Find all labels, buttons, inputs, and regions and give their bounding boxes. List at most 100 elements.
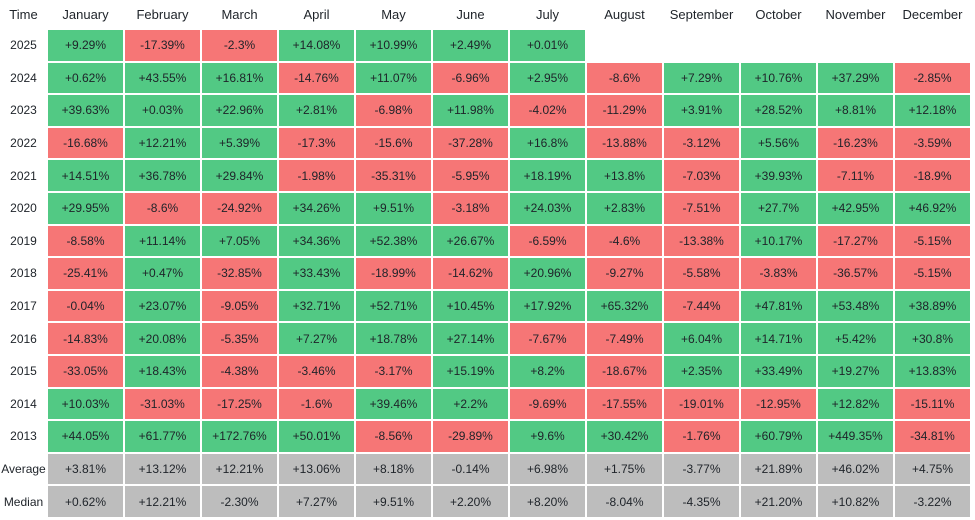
return-cell: +21.89% [741, 453, 816, 485]
return-cell: -37.28% [433, 127, 508, 159]
return-cell: +2.81% [279, 95, 354, 126]
return-cell: -8.04% [587, 486, 662, 517]
return-cell: -8.58% [48, 225, 123, 257]
return-cell: -3.17% [356, 356, 431, 387]
return-cell: -3.77% [664, 453, 739, 485]
return-cell: +2.49% [433, 30, 508, 61]
return-cell: -35.31% [356, 160, 431, 191]
return-cell: -18.9% [895, 160, 970, 191]
row-label: 2023 [10, 103, 37, 118]
return-cell: -5.95% [433, 160, 508, 191]
return-cell: +7.29% [664, 62, 739, 94]
return-cell: +11.07% [356, 62, 431, 94]
column-header: Time [9, 6, 38, 22]
return-cell: +60.79% [741, 421, 816, 452]
return-cell: -9.27% [587, 258, 662, 289]
return-cell: +0.03% [125, 95, 200, 126]
return-cell: -2.85% [895, 62, 970, 94]
return-cell: -3.83% [741, 258, 816, 289]
return-cell: +18.78% [356, 323, 431, 354]
return-cell: +6.98% [510, 453, 585, 485]
return-cell: +9.51% [356, 486, 431, 517]
return-cell: +37.29% [818, 62, 893, 94]
return-cell: +449.35% [818, 421, 893, 452]
return-cell: -2.3% [202, 30, 277, 61]
return-cell: +20.96% [510, 258, 585, 289]
return-cell: +10.76% [741, 62, 816, 94]
return-cell: -5.35% [202, 323, 277, 354]
return-cell: -7.67% [510, 323, 585, 354]
return-cell: +13.83% [895, 356, 970, 387]
return-cell: +12.21% [125, 127, 200, 159]
column-header: May [381, 6, 406, 22]
return-cell: +27.14% [433, 323, 508, 354]
return-cell: -12.95% [741, 388, 816, 420]
return-cell: +33.49% [741, 356, 816, 387]
return-cell: +10.17% [741, 225, 816, 257]
return-cell: -3.18% [433, 193, 508, 224]
return-cell: +29.95% [48, 193, 123, 224]
return-cell: -5.15% [895, 225, 970, 257]
row-label: 2013 [10, 429, 37, 444]
return-cell: +10.82% [818, 486, 893, 517]
return-cell: +29.84% [202, 160, 277, 191]
return-cell: +47.81% [741, 290, 816, 322]
return-cell: -17.25% [202, 388, 277, 420]
return-cell: +12.21% [125, 486, 200, 517]
return-cell: -2.30% [202, 486, 277, 517]
return-cell: +5.39% [202, 127, 277, 159]
return-cell: +34.36% [279, 225, 354, 257]
return-cell: +36.78% [125, 160, 200, 191]
return-cell: +18.43% [125, 356, 200, 387]
row-label: 2022 [10, 136, 37, 151]
return-cell: +11.14% [125, 225, 200, 257]
return-cell: -15.6% [356, 127, 431, 159]
return-cell: -14.83% [48, 323, 123, 354]
return-cell: -4.38% [202, 356, 277, 387]
return-cell: +0.62% [48, 62, 123, 94]
return-cell: +16.8% [510, 127, 585, 159]
return-cell: +9.51% [356, 193, 431, 224]
return-cell: -24.92% [202, 193, 277, 224]
return-cell: +2.83% [587, 193, 662, 224]
return-cell: -1.6% [279, 388, 354, 420]
return-cell: +26.67% [433, 225, 508, 257]
return-cell: +11.98% [433, 95, 508, 126]
return-cell: +172.76% [202, 421, 277, 452]
return-cell: +32.71% [279, 290, 354, 322]
return-cell: +30.8% [895, 323, 970, 354]
row-label: 2018 [10, 266, 37, 281]
return-cell: +0.47% [125, 258, 200, 289]
return-cell: +24.03% [510, 193, 585, 224]
return-cell: +53.48% [818, 290, 893, 322]
return-cell: +8.20% [510, 486, 585, 517]
return-cell: -18.99% [356, 258, 431, 289]
return-cell: +14.08% [279, 30, 354, 61]
return-cell: +2.95% [510, 62, 585, 94]
return-cell: +7.05% [202, 225, 277, 257]
row-label: 2015 [10, 364, 37, 379]
return-cell: -3.12% [664, 127, 739, 159]
return-cell: -25.41% [48, 258, 123, 289]
return-cell: -17.27% [818, 225, 893, 257]
return-cell: +22.96% [202, 95, 277, 126]
return-cell: +18.19% [510, 160, 585, 191]
return-cell: -13.38% [664, 225, 739, 257]
return-cell: +13.12% [125, 453, 200, 485]
return-cell: -9.69% [510, 388, 585, 420]
return-cell: +12.82% [818, 388, 893, 420]
return-cell: -7.44% [664, 290, 739, 322]
return-cell: +46.92% [895, 193, 970, 224]
return-cell: -15.11% [895, 388, 970, 420]
return-cell: -8.6% [587, 62, 662, 94]
return-cell: -7.51% [664, 193, 739, 224]
return-cell: -17.55% [587, 388, 662, 420]
return-cell: +13.8% [587, 160, 662, 191]
return-cell: +61.77% [125, 421, 200, 452]
return-cell: -6.96% [433, 62, 508, 94]
return-cell: +16.81% [202, 62, 277, 94]
return-cell: +0.01% [510, 30, 585, 61]
return-cell: +30.42% [587, 421, 662, 452]
return-cell: +23.07% [125, 290, 200, 322]
return-cell: +33.43% [279, 258, 354, 289]
